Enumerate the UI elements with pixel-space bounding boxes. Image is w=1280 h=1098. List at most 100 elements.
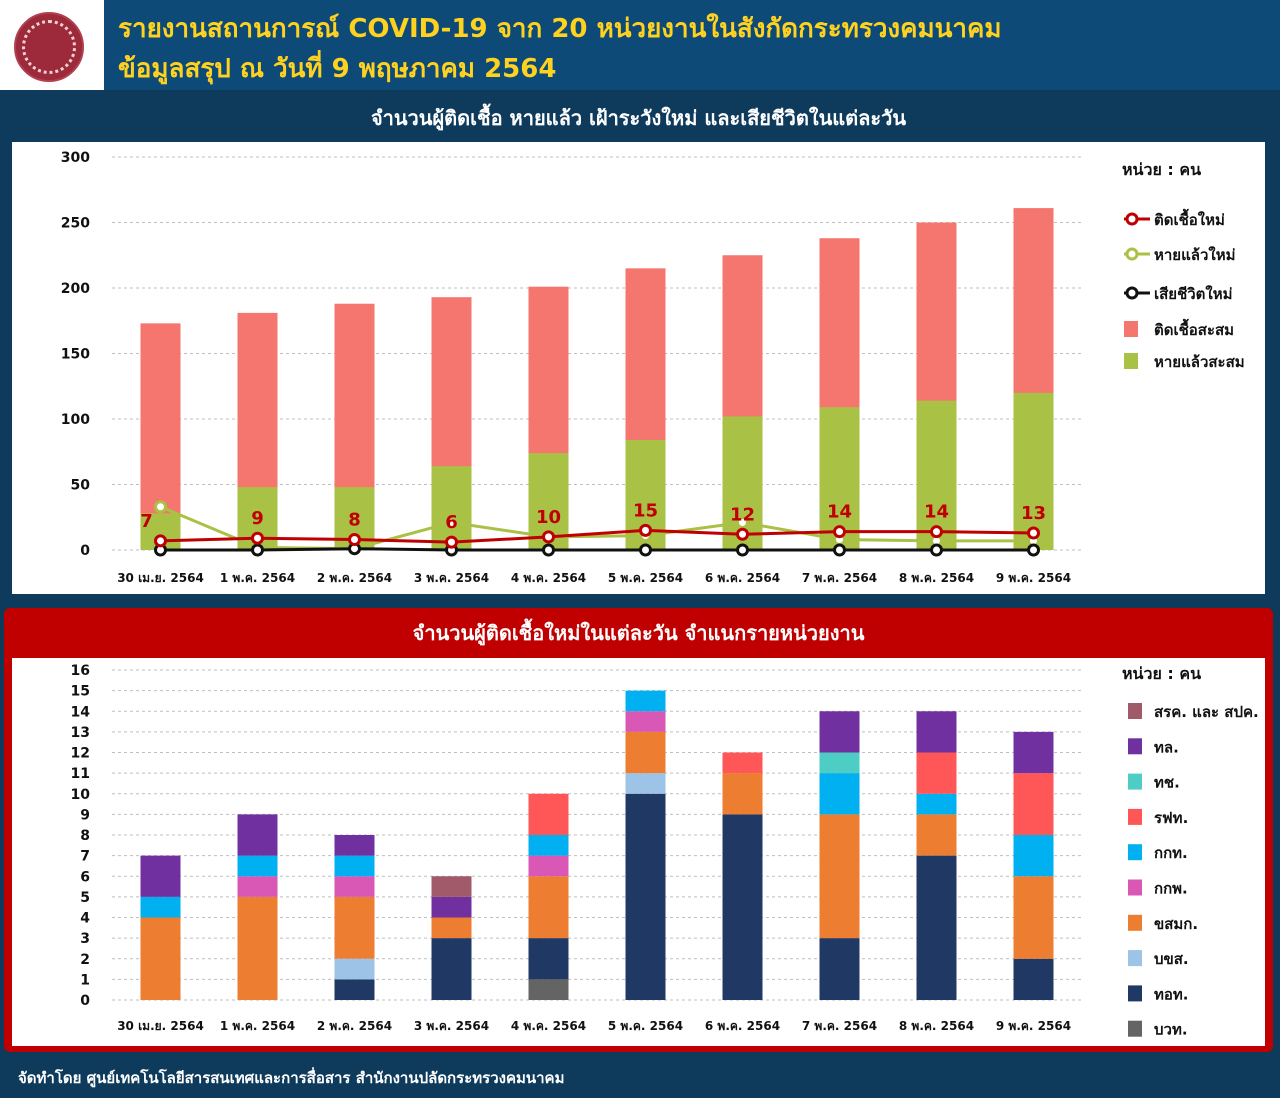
line-series [160, 547, 1034, 552]
x-tick-label: 2 พ.ค. 2564 [317, 1019, 392, 1033]
daily-summary-panel: จำนวนผู้ติดเชื้อ หายแล้ว เฝ้าระวังใหม่ แ… [4, 94, 1273, 602]
legend-swatch [1128, 879, 1142, 896]
y-tick-label: 11 [71, 766, 90, 782]
page-subtitle: ข้อมูลสรุป ณ วันที่ 9 พฤษภาคม 2564 [118, 54, 557, 84]
stacked-bar-segment [722, 752, 763, 774]
legend-swatch [1128, 914, 1142, 931]
data-label-new-infected: 6 [445, 512, 458, 533]
line-point [542, 543, 555, 557]
stacked-bar-segment [431, 938, 472, 1000]
stacked-bar-segment [819, 814, 860, 939]
stacked-bar-segment [237, 876, 278, 897]
x-tick-label: 9 พ.ค. 2564 [996, 1019, 1071, 1033]
line-series [159, 505, 1034, 551]
stacked-bar-segment [431, 876, 472, 897]
data-label-new-infected: 12 [730, 504, 755, 525]
panel2-unit-label: หน่วย : คน [1122, 664, 1202, 683]
seal-ring [22, 20, 76, 74]
legend-point-marker [1125, 247, 1139, 261]
stacked-bar-segment [334, 835, 375, 856]
y-tick-label: 150 [61, 347, 90, 363]
x-tick-label: 8 พ.ค. 2564 [899, 571, 974, 585]
legend-label: กกพ. [1154, 880, 1188, 898]
x-tick-label: 30 เม.ย. 2564 [117, 1019, 204, 1033]
legend-label: ทล. [1154, 738, 1179, 756]
ministry-seal-logo [8, 6, 90, 88]
stacked-bar-segment [625, 773, 666, 794]
line-point [736, 543, 749, 557]
legend-swatch [1128, 738, 1142, 755]
stacked-bar-segment [819, 752, 860, 774]
legend-swatch [1124, 321, 1138, 337]
legend-label: บวท. [1154, 1021, 1188, 1039]
legend-label: สรค. และ สปค. [1154, 703, 1259, 721]
footer-credit: จัดทำโดย ศูนย์เทคโนโลยีสารสนเทศและการสื่… [18, 1069, 565, 1087]
header-bar: รายงานสถานการณ์ COVID-19 จาก 20 หน่วยงาน… [0, 0, 1280, 90]
x-tick-label: 5 พ.ค. 2564 [608, 571, 683, 585]
y-tick-label: 0 [80, 543, 90, 559]
line-point [833, 525, 846, 539]
x-tick-label: 3 พ.ค. 2564 [414, 571, 489, 585]
data-label-new-infected: 10 [536, 507, 561, 528]
data-label-new-infected: 14 [827, 502, 852, 523]
stacked-bar-segment [334, 855, 375, 877]
stacked-bar-segment [1013, 773, 1054, 835]
bar-cumulative-recovered [916, 400, 957, 550]
x-tick-label: 2 พ.ค. 2564 [317, 571, 392, 585]
stacked-bar-segment [237, 896, 278, 1000]
stacked-bar-segment [1013, 958, 1054, 1000]
line-point [251, 531, 264, 545]
legend-swatch [1128, 950, 1142, 967]
panel1-chart-area: 0 50 100 150 200 250 300 30 เม.ย. 2564 1 พ.ค. 25… [12, 142, 1265, 594]
stacked-bar-segment [916, 814, 957, 856]
line-point [833, 543, 846, 557]
legend-label: หายแล้วสะสม [1154, 353, 1245, 371]
stacked-bar-segment [334, 979, 375, 1000]
line-point [930, 543, 943, 557]
x-tick-label: 7 พ.ค. 2564 [802, 1019, 877, 1033]
data-label-new-infected: 9 [251, 508, 264, 529]
data-label-new-infected: 8 [348, 510, 361, 531]
stacked-bar-segment [334, 958, 375, 980]
x-tick-label: 4 พ.ค. 2564 [511, 1019, 586, 1033]
legend-label: รฟท. [1154, 809, 1188, 827]
stacked-bar-segment [625, 690, 666, 712]
page-title: รายงานสถานการณ์ COVID-19 จาก 20 หน่วยงาน… [118, 14, 1002, 44]
stacked-bar-segment [334, 876, 375, 897]
stacked-bar-segment [1013, 835, 1054, 877]
x-tick-label: 1 พ.ค. 2564 [220, 1019, 295, 1033]
y-tick-label: 13 [71, 725, 90, 741]
stacked-bar-segment [1013, 876, 1054, 959]
x-tick-label: 4 พ.ค. 2564 [511, 571, 586, 585]
x-tick-label: 9 พ.ค. 2564 [996, 571, 1071, 585]
legend-label: ติดเชื้อสะสม [1154, 318, 1234, 339]
stacked-bar-segment [431, 896, 472, 918]
line-point [445, 535, 458, 549]
legend-label: หายแล้วใหม่ [1154, 246, 1235, 264]
panel1-title: จำนวนผู้ติดเชื้อ หายแล้ว เฝ้าระวังใหม่ แ… [370, 106, 907, 130]
data-label-new-infected: 13 [1021, 503, 1046, 524]
stacked-bar-segment [528, 938, 569, 980]
y-tick-label: 4 [80, 911, 90, 927]
panel2-chart-area: 0 1 2 3 4 5 6 7 8 9 10 11 12 13 14 15 16 30 เม.ย. 2564 1 พ… [12, 658, 1265, 1046]
x-tick-label: 30 เม.ย. 2564 [117, 571, 204, 585]
y-tick-label: 15 [71, 684, 90, 700]
footer-bar: จัดทำโดย ศูนย์เทคโนโลยีสารสนเทศและการสื่… [0, 1056, 1280, 1098]
legend-swatch [1128, 1020, 1142, 1037]
stacked-bar-segment [140, 855, 181, 897]
data-label-new-infected: 7 [140, 511, 153, 532]
data-label-new-infected: 15 [633, 500, 658, 521]
panel1-unit-label: หน่วย : คน [1122, 160, 1202, 179]
line-point [154, 534, 167, 548]
x-tick-label: 6 พ.ค. 2564 [705, 1019, 780, 1033]
stacked-bar-segment [625, 711, 666, 732]
stacked-bar-segment [722, 773, 763, 815]
y-tick-label: 12 [71, 746, 90, 762]
stacked-bar-segment [528, 855, 569, 877]
x-tick-label: 7 พ.ค. 2564 [802, 571, 877, 585]
y-tick-label: 7 [80, 849, 90, 865]
line-point [639, 543, 652, 557]
stacked-bar-segment [819, 938, 860, 1000]
line-point [251, 543, 264, 557]
y-tick-label: 300 [61, 150, 90, 166]
